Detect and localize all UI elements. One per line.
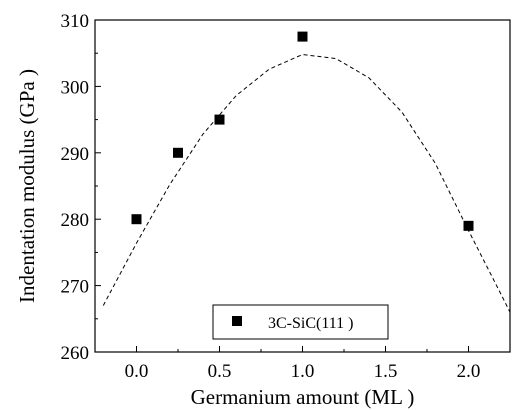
- x-axis: 0.0 0.5 1.0 1.5 2.0: [125, 346, 481, 382]
- fit-curve-layer: [103, 55, 510, 313]
- x-tick-label: 0.5: [208, 361, 232, 382]
- legend-label: 3C-SiC(111 ): [268, 315, 353, 332]
- x-tick-label: 1.5: [374, 361, 398, 382]
- x-tick-label: 1.0: [291, 361, 315, 382]
- data-point: [173, 148, 183, 158]
- x-axis-title: Germanium amount (ML ): [191, 385, 415, 409]
- legend-marker: [232, 316, 242, 326]
- y-axis-title: Indentation modulus (GPa ): [15, 69, 39, 303]
- x-tick-label: 2.0: [457, 361, 481, 382]
- data-point: [132, 214, 142, 224]
- data-points-layer: [132, 32, 474, 231]
- y-tick-label: 270: [61, 277, 90, 298]
- legend: 3C-SiC(111 ): [213, 305, 388, 339]
- fit-curve: [103, 55, 510, 313]
- x-tick-label: 0.0: [125, 361, 149, 382]
- y-tick-label: 260: [61, 343, 90, 364]
- y-tick-label: 290: [61, 144, 90, 165]
- y-tick-label: 280: [61, 210, 90, 231]
- data-point: [464, 221, 474, 231]
- data-point: [298, 32, 308, 42]
- y-tick-label: 300: [61, 77, 90, 98]
- data-point: [215, 115, 225, 125]
- plot-frame: [95, 20, 510, 352]
- y-tick-label: 310: [61, 11, 90, 32]
- plot-area: [95, 20, 510, 352]
